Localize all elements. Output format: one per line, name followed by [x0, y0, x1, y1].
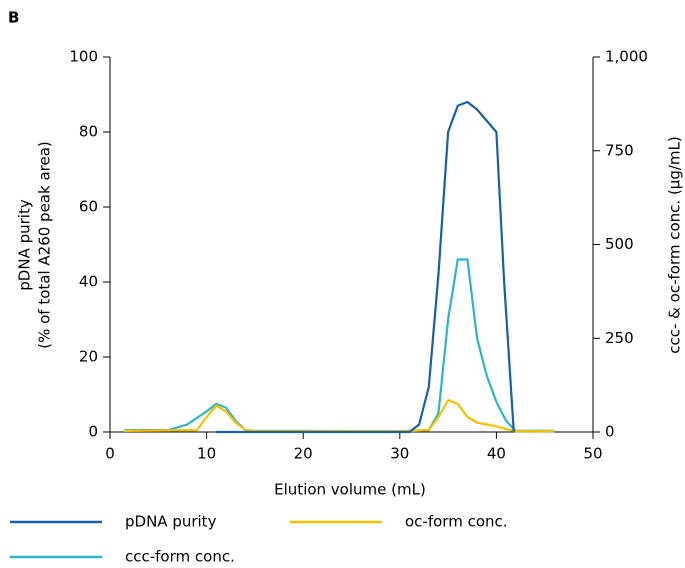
- y-axis-label: (% of total A260 peak area): [36, 141, 54, 349]
- x-axis-label: Elution volume (mL): [274, 481, 426, 499]
- y2-tick-label: 250: [605, 329, 634, 347]
- y2-tick-label: 0: [605, 423, 615, 441]
- y2-tick-label: 500: [605, 235, 634, 253]
- legend-label: ccc-form conc.: [125, 548, 235, 565]
- x-tick-label: 30: [390, 445, 409, 463]
- y-tick-label: 80: [79, 123, 98, 141]
- x-tick-label: 10: [197, 445, 216, 463]
- y-tick-label: 0: [88, 423, 98, 441]
- series-line: [216, 100, 515, 434]
- y2-tick-label: 1,000: [605, 48, 648, 66]
- x-tick-label: 20: [294, 445, 313, 463]
- y-tick-label: 20: [79, 348, 98, 366]
- y-tick-label: 60: [79, 198, 98, 216]
- y-tick-label: 40: [79, 273, 98, 291]
- panel-label: B: [8, 9, 19, 27]
- y-tick-label: 100: [69, 48, 98, 66]
- x-tick-label: 40: [487, 445, 506, 463]
- y-axis-label: pDNA purity: [16, 199, 34, 291]
- y2-axis-label: ccc- & oc-form conc. (µg/mL): [666, 136, 684, 353]
- x-tick-label: 50: [583, 445, 602, 463]
- series-line: [124, 258, 555, 433]
- legend-label: oc-form conc.: [405, 513, 508, 531]
- legend-label: pDNA purity: [125, 513, 217, 531]
- y2-tick-label: 750: [605, 141, 634, 159]
- x-tick-label: 0: [105, 445, 115, 463]
- series-line: [124, 399, 555, 433]
